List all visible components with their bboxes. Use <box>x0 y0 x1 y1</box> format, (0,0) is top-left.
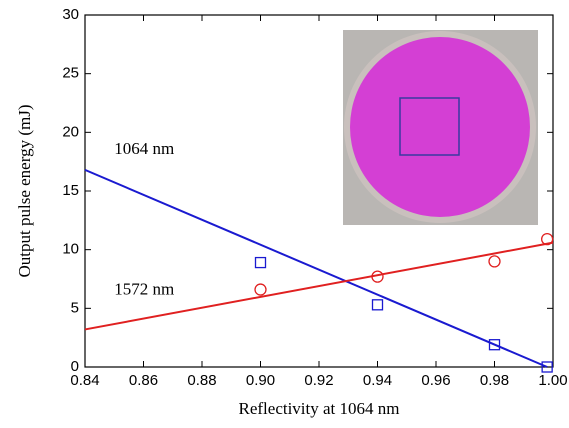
x-tick-label: 0.94 <box>363 372 392 389</box>
x-tick-label: 0.86 <box>129 372 158 389</box>
x-tick-label: 0.88 <box>187 372 216 389</box>
x-axis-label: Reflectivity at 1064 nm <box>239 399 400 418</box>
y-axis-label: Output pulse energy (mJ) <box>15 105 34 278</box>
y-tick-label: 10 <box>62 241 79 258</box>
x-tick-label: 0.92 <box>304 372 333 389</box>
inset-photo <box>343 30 538 225</box>
y-tick-label: 20 <box>62 123 79 140</box>
data-point <box>489 256 500 267</box>
x-tick-label: 0.84 <box>70 372 99 389</box>
x-tick-label: 0.98 <box>480 372 509 389</box>
x-tick-label: 0.96 <box>421 372 450 389</box>
annotation: 1064 nm <box>114 139 174 158</box>
x-tick-label: 1.00 <box>538 372 567 389</box>
x-tick-label: 0.90 <box>246 372 275 389</box>
y-tick-label: 15 <box>62 182 79 199</box>
y-tick-label: 30 <box>62 6 79 23</box>
data-point <box>255 284 266 295</box>
annotation: 1572 nm <box>114 280 174 299</box>
data-point <box>256 258 266 268</box>
data-point <box>373 300 383 310</box>
y-tick-label: 5 <box>71 299 79 316</box>
chart: Reflectivity at 1064 nm Output pulse ene… <box>0 0 569 428</box>
y-tick-label: 25 <box>62 65 79 82</box>
